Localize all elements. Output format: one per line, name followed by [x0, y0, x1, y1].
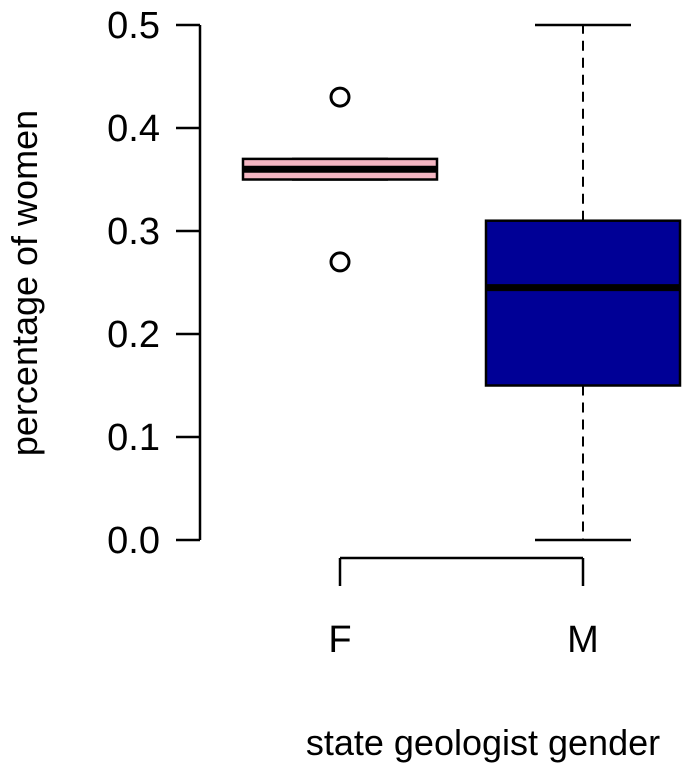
x-tick-label: M	[567, 619, 599, 661]
x-tick-label: F	[328, 619, 351, 661]
box-body	[484, 219, 682, 387]
boxes	[241, 23, 682, 542]
y-tick-label: 0.3	[107, 211, 160, 253]
outlier-point	[329, 251, 351, 273]
y-axis: 0.0 0.1 0.2 0.3 0.4 0.5	[107, 5, 202, 562]
y-tick-label: 0.2	[107, 314, 160, 356]
y-tick-label: 0.5	[107, 5, 160, 47]
y-axis-title: percentage of women	[4, 110, 45, 456]
y-tick-label: 0.1	[107, 417, 160, 459]
box-F	[241, 86, 439, 273]
x-axis-title: state geologist gender	[306, 722, 660, 763]
outlier-point	[329, 86, 351, 108]
box-M	[484, 23, 682, 542]
y-tick-label: 0.4	[107, 108, 160, 150]
y-tick-label: 0.0	[107, 520, 160, 562]
